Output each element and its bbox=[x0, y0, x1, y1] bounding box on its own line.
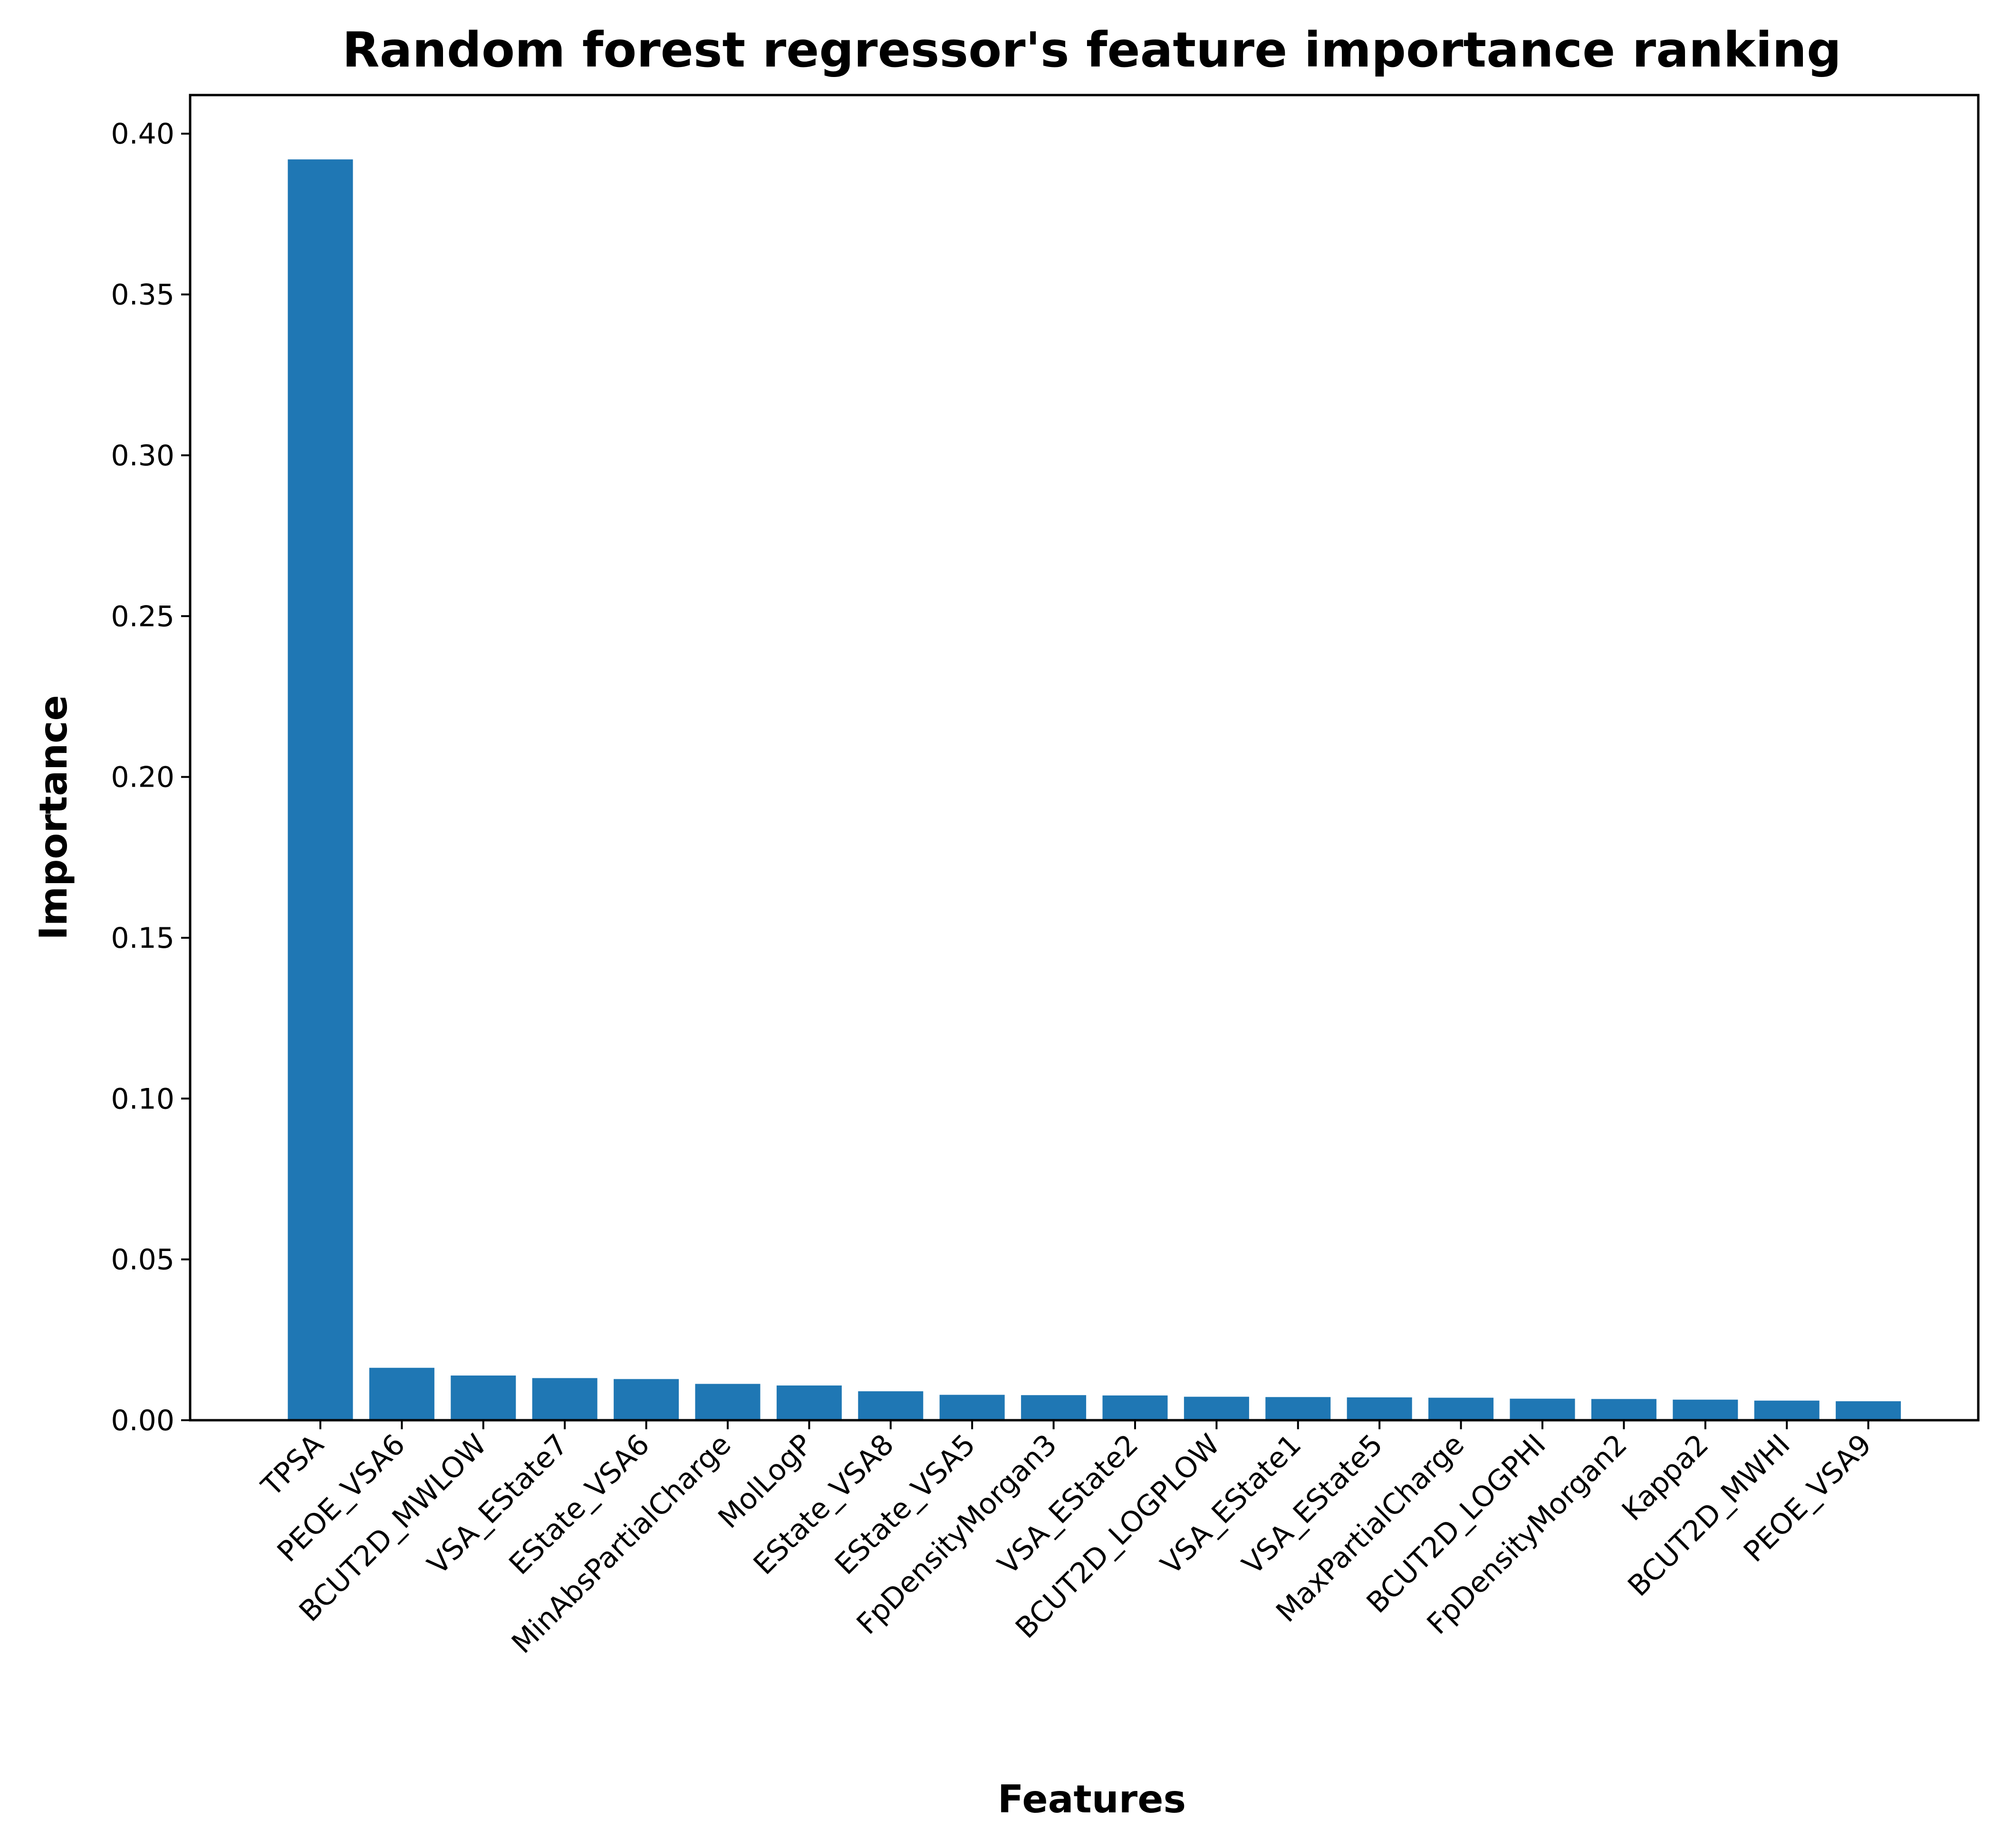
bar-EState_VSA8 bbox=[858, 1391, 924, 1420]
bar-VSA_EState7 bbox=[532, 1378, 597, 1420]
x-axis-label: Features bbox=[998, 1777, 1186, 1821]
y-tick-label: 0.40 bbox=[111, 117, 174, 151]
y-axis-ticks: 0.00 0.05 0.10 0.15 0.20 0.25 0.30 0.35 0.40 bbox=[111, 117, 190, 1437]
bar-VSA_EState1 bbox=[1265, 1397, 1331, 1420]
bar-MinAbsPartialCharge bbox=[695, 1384, 761, 1420]
bar-EState_VSA6 bbox=[614, 1379, 679, 1420]
bar-VSA_EState2 bbox=[1102, 1395, 1168, 1420]
bar-MolLogP bbox=[776, 1385, 842, 1420]
bar-PEOE_VSA9 bbox=[1836, 1401, 1901, 1420]
chart-title: Random forest regressor's feature import… bbox=[342, 22, 1841, 78]
y-tick-label: 0.10 bbox=[111, 1082, 174, 1116]
y-tick-label: 0.00 bbox=[111, 1404, 174, 1437]
bar-Kappa2 bbox=[1673, 1399, 1738, 1420]
bar-TPSA bbox=[288, 159, 353, 1420]
y-tick-label: 0.05 bbox=[111, 1243, 174, 1277]
y-tick-label: 0.35 bbox=[111, 279, 174, 312]
y-tick-label: 0.25 bbox=[111, 600, 174, 633]
bar-BCUT2D_MWLOW bbox=[451, 1375, 516, 1420]
y-tick-label: 0.15 bbox=[111, 922, 174, 955]
bar-series bbox=[288, 159, 1901, 1420]
bar-BCUT2D_MWHI bbox=[1754, 1400, 1820, 1420]
bar-BCUT2D_LOGPLOW bbox=[1184, 1396, 1249, 1420]
bar-PEOE_VSA6 bbox=[369, 1367, 434, 1420]
y-tick-label: 0.30 bbox=[111, 439, 174, 472]
bar-FpDensityMorgan3 bbox=[1021, 1395, 1087, 1420]
bar-MaxPartialCharge bbox=[1428, 1397, 1494, 1420]
plot-frame bbox=[189, 94, 1980, 1422]
y-tick-label: 0.20 bbox=[111, 761, 174, 794]
bar-VSA_EState5 bbox=[1347, 1397, 1412, 1420]
bar-EState_VSA5 bbox=[939, 1395, 1005, 1420]
bar-BCUT2D_LOGPHI bbox=[1510, 1398, 1575, 1420]
y-axis-label: Importance bbox=[31, 695, 76, 940]
bar-FpDensityMorgan2 bbox=[1591, 1399, 1656, 1420]
